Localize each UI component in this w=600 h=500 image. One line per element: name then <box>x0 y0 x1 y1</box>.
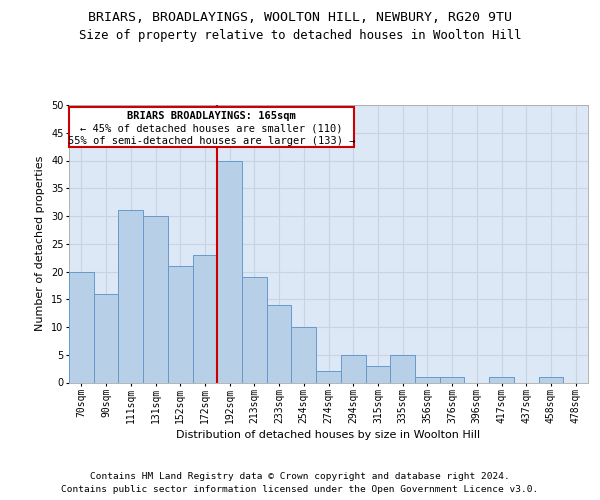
Bar <box>143 216 168 382</box>
Bar <box>217 160 242 382</box>
Text: Size of property relative to detached houses in Woolton Hill: Size of property relative to detached ho… <box>79 28 521 42</box>
Text: BRIARS BROADLAYINGS: 165sqm: BRIARS BROADLAYINGS: 165sqm <box>127 111 296 121</box>
Text: Contains public sector information licensed under the Open Government Licence v3: Contains public sector information licen… <box>61 485 539 494</box>
Bar <box>316 372 341 382</box>
Bar <box>242 277 267 382</box>
Bar <box>94 294 118 382</box>
Bar <box>539 377 563 382</box>
Bar <box>69 272 94 382</box>
FancyBboxPatch shape <box>70 106 354 146</box>
Bar <box>267 305 292 382</box>
Bar <box>390 355 415 382</box>
Text: 55% of semi-detached houses are larger (133) →: 55% of semi-detached houses are larger (… <box>68 136 355 145</box>
Text: BRIARS, BROADLAYINGS, WOOLTON HILL, NEWBURY, RG20 9TU: BRIARS, BROADLAYINGS, WOOLTON HILL, NEWB… <box>88 11 512 24</box>
X-axis label: Distribution of detached houses by size in Woolton Hill: Distribution of detached houses by size … <box>176 430 481 440</box>
Bar <box>489 377 514 382</box>
Bar <box>118 210 143 382</box>
Bar <box>365 366 390 382</box>
Bar <box>193 255 217 382</box>
Bar <box>440 377 464 382</box>
Bar <box>292 327 316 382</box>
Bar <box>168 266 193 382</box>
Y-axis label: Number of detached properties: Number of detached properties <box>35 156 46 332</box>
Text: ← 45% of detached houses are smaller (110): ← 45% of detached houses are smaller (11… <box>80 124 343 134</box>
Bar <box>341 355 365 382</box>
Text: Contains HM Land Registry data © Crown copyright and database right 2024.: Contains HM Land Registry data © Crown c… <box>90 472 510 481</box>
Bar <box>415 377 440 382</box>
